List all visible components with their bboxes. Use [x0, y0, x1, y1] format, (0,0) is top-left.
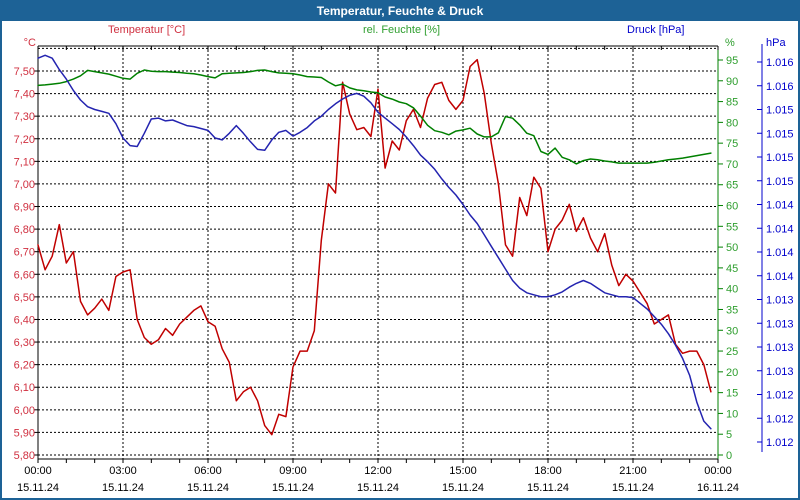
hum-tick-label: 60	[726, 201, 738, 213]
press-tick-label: 1.013	[766, 342, 794, 354]
hum-tick-label: 65	[726, 180, 738, 192]
x-tick-date-label: 15.11.24	[102, 482, 144, 494]
x-tick-date-label: 15.11.24	[17, 482, 59, 494]
temp-tick-label: 6,20	[14, 360, 35, 372]
x-tick-time-label: 21:00	[619, 465, 647, 477]
temp-tick-label: 6,90	[14, 202, 35, 214]
press-tick-label: 1.012	[766, 390, 794, 402]
hum-tick-label: 15	[726, 388, 738, 400]
temp-tick-label: 7,40	[14, 89, 35, 101]
x-tick-date-label: 15.11.24	[442, 482, 484, 494]
hum-tick-label: 75	[726, 138, 738, 150]
x-tick-date-label: 15.11.24	[527, 482, 569, 494]
humidity-axis-unit: %	[725, 37, 735, 49]
temp-tick-label: 5,80	[14, 450, 35, 462]
legend-temperature: Temperatur [°C]	[108, 24, 186, 36]
x-tick-time-label: 00:00	[704, 465, 732, 477]
press-tick-label: 1.013	[766, 318, 794, 330]
hum-tick-label: 80	[726, 117, 738, 129]
temp-tick-label: 6,10	[14, 382, 35, 394]
x-tick-date-label: 15.11.24	[357, 482, 399, 494]
press-tick-label: 1.014	[766, 271, 794, 283]
hum-tick-label: 0	[726, 450, 732, 462]
hum-tick-label: 85	[726, 97, 738, 109]
humidity-series-line	[37, 69, 712, 165]
press-tick-label: 1.016	[766, 81, 794, 93]
hum-tick-label: 25	[726, 346, 738, 358]
temp-tick-label: 6,60	[14, 269, 35, 281]
temp-tick-label: 7,30	[14, 111, 35, 123]
temp-tick-label: 6,00	[14, 405, 35, 417]
hum-tick-label: 90	[726, 76, 738, 88]
x-tick-time-label: 18:00	[534, 465, 562, 477]
x-tick-time-label: 00:00	[24, 465, 52, 477]
hum-tick-label: 5	[726, 429, 732, 441]
temp-tick-label: 7,10	[14, 156, 35, 168]
hum-tick-label: 70	[726, 159, 738, 171]
window-title: Temperatur, Feuchte & Druck	[316, 3, 484, 18]
pressure-series-line	[37, 54, 712, 430]
x-tick-date-label: 16.11.24	[697, 482, 739, 494]
press-tick-label: 1.015	[766, 152, 794, 164]
hum-tick-label: 35	[726, 304, 738, 316]
legend-humidity: rel. Feuchte [%]	[363, 24, 441, 36]
hum-tick-label: 10	[726, 408, 738, 420]
hum-tick-label: 55	[726, 221, 738, 233]
temp-tick-label: 6,80	[14, 224, 35, 236]
temp-tick-label: 6,40	[14, 314, 35, 326]
x-tick-time-label: 06:00	[194, 465, 222, 477]
press-tick-label: 1.014	[766, 200, 794, 212]
legend-pressure: Druck [hPa]	[627, 24, 685, 36]
hum-tick-label: 45	[726, 263, 738, 275]
temp-tick-label: 6,50	[14, 292, 35, 304]
temp-tick-label: 7,20	[14, 134, 35, 146]
press-tick-label: 1.015	[766, 105, 794, 117]
x-tick-date-label: 15.11.24	[612, 482, 654, 494]
hum-tick-label: 50	[726, 242, 738, 254]
pressure-axis-unit: hPa	[766, 37, 786, 49]
temperature-series-line	[37, 58, 712, 436]
temp-tick-label: 7,50	[14, 66, 35, 78]
hum-tick-label: 20	[726, 367, 738, 379]
press-tick-label: 1.014	[766, 223, 794, 235]
press-tick-label: 1.015	[766, 128, 794, 140]
x-tick-time-label: 15:00	[449, 465, 477, 477]
temp-tick-label: 5,90	[14, 427, 35, 439]
window-title-bar: Temperatur, Feuchte & Druck	[0, 0, 800, 21]
press-tick-label: 1.012	[766, 437, 794, 449]
press-tick-label: 1.013	[766, 295, 794, 307]
x-tick-date-label: 15.11.24	[272, 482, 314, 494]
temp-tick-label: 7,00	[14, 179, 35, 191]
hum-tick-label: 95	[726, 55, 738, 67]
press-tick-label: 1.015	[766, 176, 794, 188]
temp-tick-label: 6,30	[14, 337, 35, 349]
x-tick-date-label: 15.11.24	[187, 482, 229, 494]
press-tick-label: 1.016	[766, 57, 794, 69]
temperature-axis-unit: °C	[23, 37, 36, 49]
x-tick-time-label: 12:00	[364, 465, 392, 477]
x-tick-time-label: 03:00	[109, 465, 137, 477]
hum-tick-label: 30	[726, 325, 738, 337]
press-tick-label: 1.013	[766, 366, 794, 378]
x-tick-time-label: 09:00	[279, 465, 307, 477]
press-tick-label: 1.012	[766, 413, 794, 425]
press-tick-label: 1.014	[766, 247, 794, 259]
hum-tick-label: 40	[726, 284, 738, 296]
temp-tick-label: 6,70	[14, 247, 35, 259]
